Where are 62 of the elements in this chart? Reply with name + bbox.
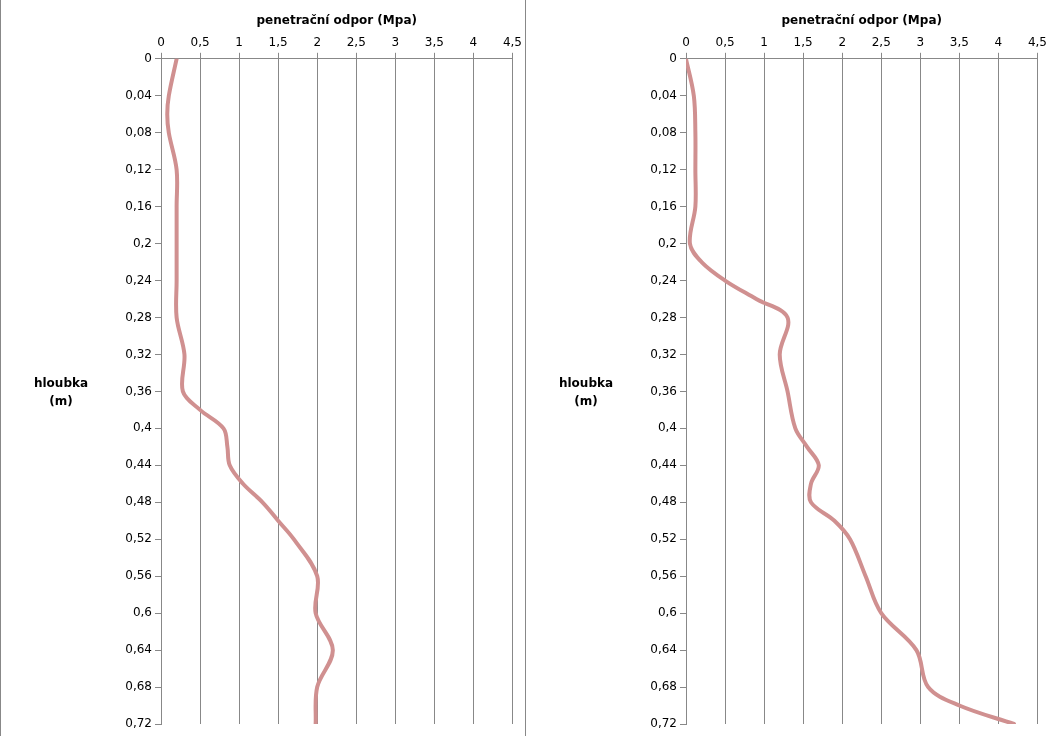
x-tick-label: 1,5 <box>793 34 813 49</box>
y-tick-label: 0,32 <box>125 346 152 361</box>
x-tick-label: 2,5 <box>871 34 891 49</box>
y-tick-label: 0,08 <box>125 124 152 139</box>
x-tick-label: 2,5 <box>346 34 366 49</box>
y-tick-label: 0,64 <box>650 642 677 657</box>
y-tick-label: 0,72 <box>125 716 152 731</box>
y-tick-label: 0,12 <box>650 161 677 176</box>
x-tick-label: 3,5 <box>949 34 969 49</box>
y-tick-label: 0,48 <box>125 494 152 509</box>
y-tick-label: 0,56 <box>125 568 152 583</box>
x-tick-label: 0 <box>682 34 690 49</box>
y-tick-label: 0,2 <box>132 235 152 250</box>
x-tick-label: 3,5 <box>424 34 444 49</box>
y-tick-label: 0,2 <box>657 235 677 250</box>
y-tick-label: 0,72 <box>650 716 677 731</box>
y-tick-label: 0,32 <box>650 346 677 361</box>
x-tick-label: 4 <box>994 34 1003 49</box>
x-tick-label: 0,5 <box>190 34 210 49</box>
y-tick-label: 0,68 <box>125 679 152 694</box>
y-tick-label: 0,08 <box>650 124 677 139</box>
y-tick-label: 0,4 <box>132 420 152 435</box>
y-tick-label: 0,56 <box>650 568 677 583</box>
x-tick-label: 4,5 <box>1027 34 1047 49</box>
y-tick-label: 0,24 <box>650 272 677 287</box>
x-axis-title: penetrační odpor (Mpa) <box>256 13 417 28</box>
x-tick-label: 1,5 <box>268 34 288 49</box>
y-tick-label: 0 <box>144 50 152 65</box>
y-tick-label: 0,4 <box>657 420 677 435</box>
x-tick-label: 2 <box>838 34 847 49</box>
y-tick-label: 0,36 <box>125 383 152 398</box>
x-tick-label: 0,5 <box>715 34 735 49</box>
y-tick-label: 0,04 <box>125 87 152 102</box>
y-tick-label: 0,28 <box>650 309 677 324</box>
y-tick-label: 0,04 <box>650 87 677 102</box>
y-tick-label: 0,36 <box>650 383 677 398</box>
x-tick-label: 0 <box>157 34 165 49</box>
x-tick-label: 2 <box>313 34 322 49</box>
x-tick-label: 4,5 <box>502 34 522 49</box>
y-tick-label: 0,6 <box>132 605 152 620</box>
y-tick-label: 0,28 <box>125 309 152 324</box>
x-tick-label: 1 <box>235 34 243 49</box>
y-tick-label: 0,24 <box>125 272 152 287</box>
y-tick-label: 0,6 <box>657 605 677 620</box>
x-tick-label: 4 <box>469 34 478 49</box>
y-axis-title: hloubka (m) <box>558 375 614 408</box>
y-tick-label: 0,68 <box>650 679 677 694</box>
x-tick-label: 3 <box>391 34 400 49</box>
y-tick-label: 0,16 <box>650 198 677 213</box>
y-tick-label: 0,52 <box>650 531 677 546</box>
y-tick-label: 0,16 <box>125 198 152 213</box>
y-tick-label: 0,52 <box>125 531 152 546</box>
y-tick-label: 0,44 <box>650 457 677 472</box>
x-tick-label: 3 <box>916 34 925 49</box>
y-axis-title: hloubka (m) <box>33 375 89 408</box>
y-tick-label: 0,64 <box>125 642 152 657</box>
y-tick-label: 0,48 <box>650 494 677 509</box>
x-axis-title: penetrační odpor (Mpa) <box>781 13 942 28</box>
y-tick-label: 0,12 <box>125 161 152 176</box>
y-tick-label: 0 <box>669 50 677 65</box>
y-tick-label: 0,44 <box>125 457 152 472</box>
x-tick-label: 1 <box>760 34 768 49</box>
